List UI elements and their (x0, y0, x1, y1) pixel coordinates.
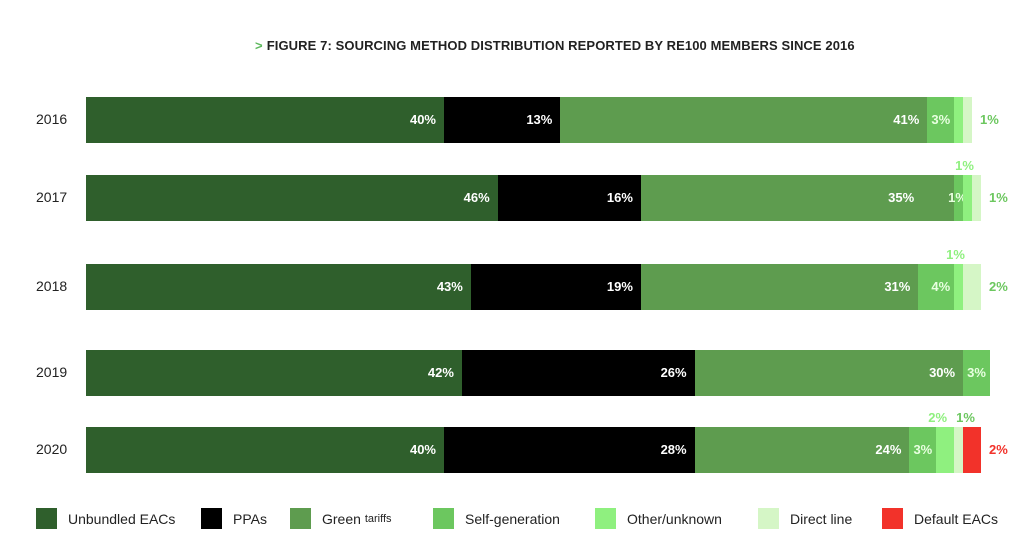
legend-label: Other/unknown (627, 510, 722, 527)
data-label: 41% (893, 112, 920, 127)
legend-item-direct-line: Direct line (758, 508, 882, 529)
data-label: 2% (928, 410, 948, 425)
data-label: 2% (989, 442, 1008, 457)
legend-swatch (290, 508, 311, 529)
data-label: 1% (989, 190, 1008, 205)
title-marker: > (255, 38, 263, 53)
data-label: 1% (955, 158, 974, 173)
bar-segment-unbundled-eacs (86, 175, 498, 221)
bar-segment-other-unknown (954, 97, 964, 143)
legend-label-small: tariffs (364, 512, 392, 525)
legend-item-ppas: PPAs (201, 508, 290, 529)
data-label: 28% (660, 442, 687, 457)
data-label: 40% (409, 112, 436, 127)
bar-segment-unbundled-eacs (86, 264, 471, 310)
data-label: 42% (427, 365, 454, 380)
data-label: 16% (606, 190, 633, 205)
data-label: 13% (526, 112, 553, 127)
year-label: 2018 (36, 278, 68, 294)
bar-segment-self-generation (927, 97, 955, 143)
legend-item-green-tariffs: Green tariffs (290, 508, 433, 529)
year-label: 2020 (36, 441, 68, 457)
data-label: 31% (884, 279, 911, 294)
bar-segment-ppas (497, 175, 641, 221)
bar-segment-green-tariffs (560, 97, 928, 143)
data-label: 3% (931, 112, 951, 127)
legend-item-other-unknown: Other/unknown (595, 508, 758, 529)
data-label: 4% (931, 279, 951, 294)
legend-swatch (595, 508, 616, 529)
bar-segment-direct-line (963, 264, 981, 310)
legend-swatch (758, 508, 779, 529)
bar-segment-other-unknown (963, 175, 973, 221)
year-label: 2016 (36, 111, 68, 127)
bar-segment-unbundled-eacs (86, 97, 444, 143)
year-label: 2017 (36, 189, 68, 205)
bar-segment-self-generation (918, 264, 955, 310)
legend-swatch (201, 508, 222, 529)
data-label: 43% (436, 279, 463, 294)
bar-segment-other-unknown (954, 264, 964, 310)
legend-item-unbundled: Unbundled EACs (36, 508, 201, 529)
data-label: 1% (980, 112, 999, 127)
legend-label: Unbundled EACs (68, 510, 176, 527)
data-label: 26% (660, 365, 687, 380)
legend-label: Default EACs (914, 510, 999, 527)
bar-segment-self-generation (963, 350, 990, 396)
bar-segment-ppas (444, 427, 695, 473)
data-label: 40% (409, 442, 436, 457)
legend-label: Direct line (790, 510, 853, 527)
data-label: 46% (463, 190, 490, 205)
legend-label: Green (322, 510, 361, 527)
bar-segment-green-tariffs (640, 264, 919, 310)
chart-title: > FIGURE 7: SOURCING METHOD DISTRIBUTION … (255, 38, 855, 53)
bar-segment-ppas (444, 97, 561, 143)
legend-label: PPAs (233, 510, 267, 527)
bar-segment-other-unknown (936, 427, 955, 473)
legend-item-default-eacs: Default EACs (882, 508, 998, 529)
bar-segment-ppas (461, 350, 695, 396)
title-text: FIGURE 7: SOURCING METHOD DISTRIBUTION R… (266, 38, 855, 53)
data-label: 2% (989, 279, 1008, 294)
bar-segment-self-generation (909, 427, 937, 473)
legend-swatch (882, 508, 903, 529)
bar-segment-green-tariffs (640, 175, 955, 221)
bar-segment-unbundled-eacs (86, 427, 444, 473)
data-label: 1% (956, 410, 975, 425)
data-label: 30% (929, 365, 956, 380)
data-label: 1% (946, 247, 965, 262)
bar-segment-direct-line (963, 97, 973, 143)
legend-item-self-generation: Self-generation (433, 508, 595, 529)
bar-segment-unbundled-eacs (86, 350, 462, 396)
bar-segment-self-generation (954, 175, 964, 221)
data-label: 3% (913, 442, 933, 457)
bar-segment-direct-line (972, 175, 981, 221)
data-label: 1% (948, 190, 967, 205)
bar-segment-direct-line (954, 427, 964, 473)
legend-swatch (433, 508, 454, 529)
bar-segment-ppas (470, 264, 641, 310)
legend: Unbundled EACs PPAs Green tariffs Self-g… (36, 508, 998, 529)
year-label: 2019 (36, 364, 68, 380)
legend-label: Self-generation (465, 510, 560, 527)
bar-segment-green-tariffs (694, 350, 964, 396)
bar-segment-default-eacs (963, 427, 981, 473)
data-label: 19% (606, 279, 633, 294)
bar-segment-green-tariffs (694, 427, 910, 473)
data-label: 35% (888, 190, 915, 205)
data-label: 24% (875, 442, 902, 457)
legend-swatch (36, 508, 57, 529)
data-label: 3% (967, 365, 986, 380)
